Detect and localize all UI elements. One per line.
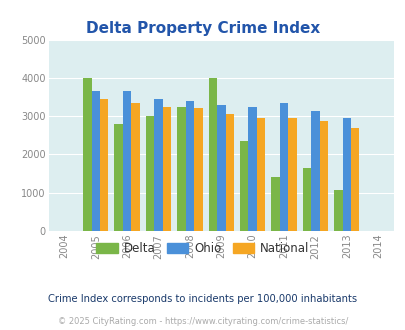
Text: © 2025 CityRating.com - https://www.cityrating.com/crime-statistics/: © 2025 CityRating.com - https://www.city… (58, 317, 347, 326)
Bar (310, 112, 319, 231)
Bar (208, 78, 217, 231)
Bar (83, 78, 91, 231)
Bar (185, 101, 194, 231)
Bar (239, 141, 248, 231)
Bar (100, 99, 108, 231)
Bar (217, 105, 225, 231)
Bar (248, 107, 256, 231)
Bar (342, 118, 350, 231)
Bar (91, 91, 100, 231)
Bar (302, 168, 310, 231)
Bar (288, 118, 296, 231)
Bar (123, 91, 131, 231)
Bar (145, 116, 154, 231)
Bar (162, 107, 171, 231)
Bar (154, 99, 162, 231)
Bar (271, 178, 279, 231)
Bar (256, 118, 265, 231)
Bar (225, 114, 233, 231)
Bar (177, 107, 185, 231)
Bar (131, 103, 139, 231)
Text: Delta Property Crime Index: Delta Property Crime Index (86, 21, 319, 36)
Bar (114, 124, 123, 231)
Bar (333, 190, 342, 231)
Bar (279, 103, 288, 231)
Bar (194, 108, 202, 231)
Bar (319, 121, 327, 231)
Legend: Delta, Ohio, National: Delta, Ohio, National (92, 237, 313, 260)
Text: Crime Index corresponds to incidents per 100,000 inhabitants: Crime Index corresponds to incidents per… (48, 294, 357, 304)
Bar (350, 128, 358, 231)
